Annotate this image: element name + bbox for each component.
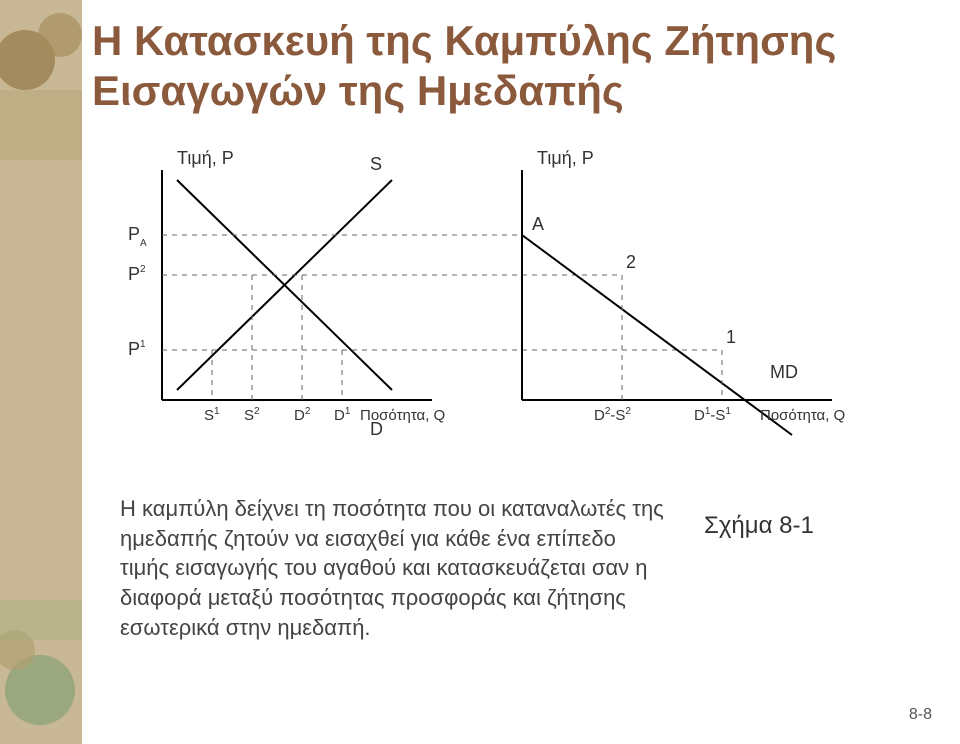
label-D2: D2 (294, 406, 311, 424)
title-line-2: Εισαγωγών της Ημεδαπής (92, 67, 624, 114)
slide-title: Η Κατασκευή της Καμπύλης Ζήτησης Εισαγωγ… (92, 16, 836, 117)
sidebar-ornament (0, 600, 82, 640)
label-S1: S1 (204, 406, 220, 424)
label-PA: PA (128, 224, 147, 249)
charts-svg: Τιμή, P S D PA P2 P1 S1 S2 D2 D1 Ποσότητ… (92, 140, 892, 500)
label-d1s1: D1-S1 (694, 406, 731, 424)
label-pt2: 2 (626, 252, 636, 272)
title-line-1: Η Κατασκευή της Καμπύλης Ζήτησης (92, 17, 836, 64)
label-D1: D1 (334, 406, 351, 424)
label-S2: S2 (244, 406, 260, 424)
right-x-label: Ποσότητα, Q (760, 407, 845, 424)
label-P2: P2 (128, 264, 146, 284)
label-A: A (532, 214, 544, 234)
charts-area: Τιμή, P S D PA P2 P1 S1 S2 D2 D1 Ποσότητ… (92, 140, 892, 480)
sidebar-ornament (0, 90, 82, 160)
figure-label: Σχήμα 8-1 (704, 512, 814, 540)
page-number: 8-8 (909, 706, 932, 724)
decorative-sidebar (0, 0, 82, 744)
right-y-label: Τιμή, P (537, 148, 594, 168)
label-P1: P1 (128, 339, 146, 359)
md-label: MD (770, 362, 798, 382)
md-line (522, 235, 792, 435)
left-y-label: Τιμή, P (177, 148, 234, 168)
label-d2s2: D2-S2 (594, 406, 631, 424)
sidebar-ornament (38, 13, 82, 57)
body-text: Η καμπύλη δείχνει τη ποσότητα που οι κατ… (120, 494, 670, 642)
supply-label: S (370, 154, 382, 174)
label-pt1: 1 (726, 327, 736, 347)
left-x-label: Ποσότητα, Q (360, 407, 445, 424)
